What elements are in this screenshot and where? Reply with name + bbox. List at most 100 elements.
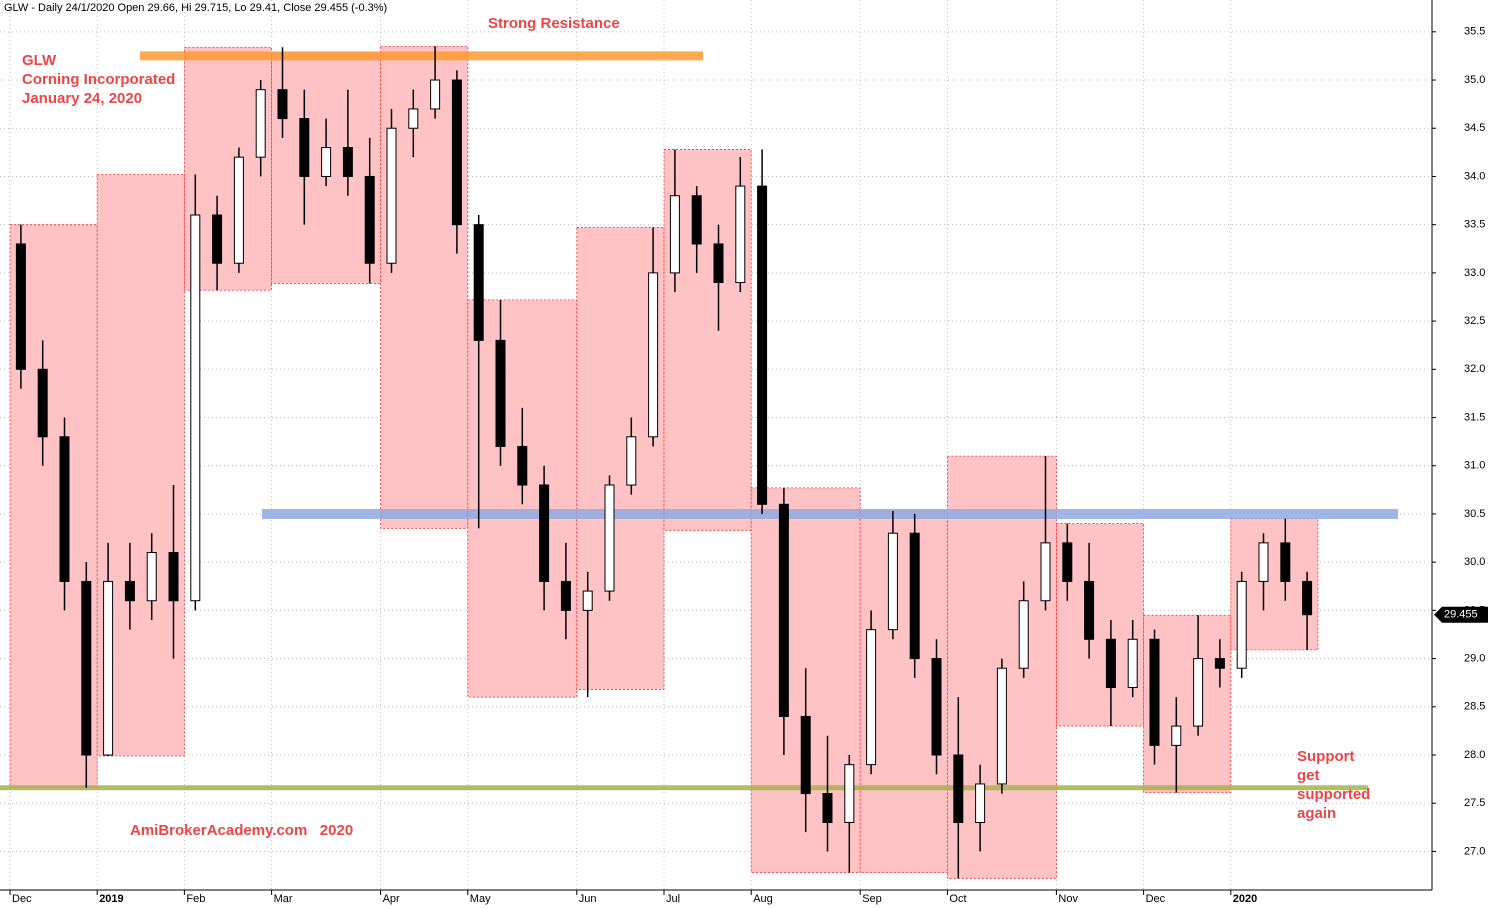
candle-body	[669, 195, 680, 274]
candle-body	[560, 580, 571, 611]
x-tick-label: Oct	[949, 893, 966, 905]
y-tick-label: 34.5	[1464, 122, 1485, 134]
candle-body	[626, 436, 637, 486]
y-tick-label: 35.5	[1464, 26, 1485, 38]
candle-body	[342, 147, 353, 177]
x-tick-label: Feb	[186, 893, 205, 905]
candle-body	[1018, 600, 1029, 669]
price-tag-label: 29.455	[1444, 609, 1478, 621]
y-tick-label: 33.5	[1464, 219, 1485, 231]
candle-body	[299, 118, 310, 177]
candle-body	[37, 368, 48, 438]
price-tag	[1434, 606, 1488, 623]
candle-body	[866, 629, 877, 766]
candle-body	[168, 552, 179, 602]
levels	[0, 51, 1398, 791]
y-tick-label: 32.0	[1464, 363, 1485, 375]
candle-body	[604, 484, 615, 592]
x-tick-label: Mar	[274, 893, 293, 905]
annotation: Corning Incorporated	[22, 71, 175, 88]
y-tick-label: 28.0	[1464, 749, 1485, 761]
candle-body	[1193, 658, 1204, 727]
x-tick-label: Sep	[862, 893, 882, 905]
candle-body	[212, 214, 223, 264]
candle-body	[800, 715, 811, 795]
candle-body	[1127, 638, 1138, 689]
candle-body	[713, 243, 724, 284]
x-tick-label: Jun	[579, 893, 597, 905]
candle-body	[81, 580, 92, 756]
candle-body	[15, 243, 26, 370]
candle-body	[321, 147, 332, 177]
candle-body	[1280, 542, 1291, 582]
candle-body	[124, 580, 135, 602]
candle-body	[582, 590, 593, 611]
annotation: GLW	[22, 52, 57, 69]
candle-body	[1062, 542, 1073, 582]
x-tick-label: Dec	[1146, 893, 1166, 905]
candles	[15, 46, 1313, 879]
y-tick-label: 28.5	[1464, 701, 1485, 713]
y-tick-label: 34.0	[1464, 170, 1485, 182]
y-tick-label: 30.0	[1464, 556, 1485, 568]
candle-body	[953, 754, 964, 824]
candle-body	[1302, 580, 1313, 616]
y-tick-label: 29.0	[1464, 652, 1485, 664]
x-tick-label: Aug	[753, 893, 773, 905]
candle-body	[822, 793, 833, 824]
candle-body	[277, 89, 288, 120]
x-tick-label: May	[470, 893, 491, 905]
candle-body	[364, 175, 375, 264]
candle-body	[255, 89, 266, 158]
candle-body	[1214, 658, 1225, 669]
candle-body	[473, 224, 484, 341]
y-tick-label: 27.5	[1464, 797, 1485, 809]
candle-body	[495, 339, 506, 447]
annotation: January 24, 2020	[22, 90, 142, 107]
candle-body	[975, 783, 986, 824]
x-tick-label: Jul	[666, 893, 680, 905]
y-tick-label: 33.0	[1464, 267, 1485, 279]
chart-title: GLW - Daily 24/1/2020 Open 29.66, Hi 29.…	[4, 2, 387, 14]
y-tick-label: 32.5	[1464, 315, 1485, 327]
x-tick-label: Dec	[12, 893, 32, 905]
candle-body	[408, 108, 419, 129]
candle-body	[386, 127, 397, 264]
annotation: supported	[1297, 786, 1370, 803]
candle-body	[517, 445, 528, 486]
y-tick-label: 30.5	[1464, 508, 1485, 520]
candle-body	[735, 185, 746, 284]
candle-body	[887, 532, 898, 631]
candle-body	[103, 580, 114, 756]
candle-body	[691, 195, 702, 245]
annotation: get	[1297, 767, 1320, 784]
candle-body	[1084, 580, 1095, 640]
x-tick-label: Nov	[1058, 893, 1078, 905]
candle-body	[59, 436, 70, 582]
candle-body	[931, 658, 942, 756]
x-tick-label: 2019	[99, 893, 123, 905]
candle-body	[1258, 542, 1269, 582]
candle-body	[430, 79, 441, 110]
candle-body	[909, 532, 920, 660]
candle-body	[190, 214, 201, 602]
y-tick-label: 35.0	[1464, 74, 1485, 86]
candle-body	[1236, 580, 1247, 669]
annotation: AmiBrokerAcademy.com 2020	[130, 822, 353, 839]
candle-body	[146, 552, 157, 602]
candle-body	[778, 503, 789, 717]
candle-body	[844, 764, 855, 824]
candle-body	[757, 185, 768, 505]
candle-body	[1149, 638, 1160, 746]
candle-body	[1040, 542, 1051, 602]
annotation: Strong Resistance	[488, 15, 620, 32]
candle-body	[648, 272, 659, 438]
annotation: again	[1297, 805, 1336, 822]
candle-body	[451, 79, 462, 226]
y-tick-label: 31.5	[1464, 411, 1485, 423]
x-tick-label: 2020	[1233, 893, 1257, 905]
candle-body	[996, 667, 1007, 785]
candle-body	[1105, 638, 1116, 689]
